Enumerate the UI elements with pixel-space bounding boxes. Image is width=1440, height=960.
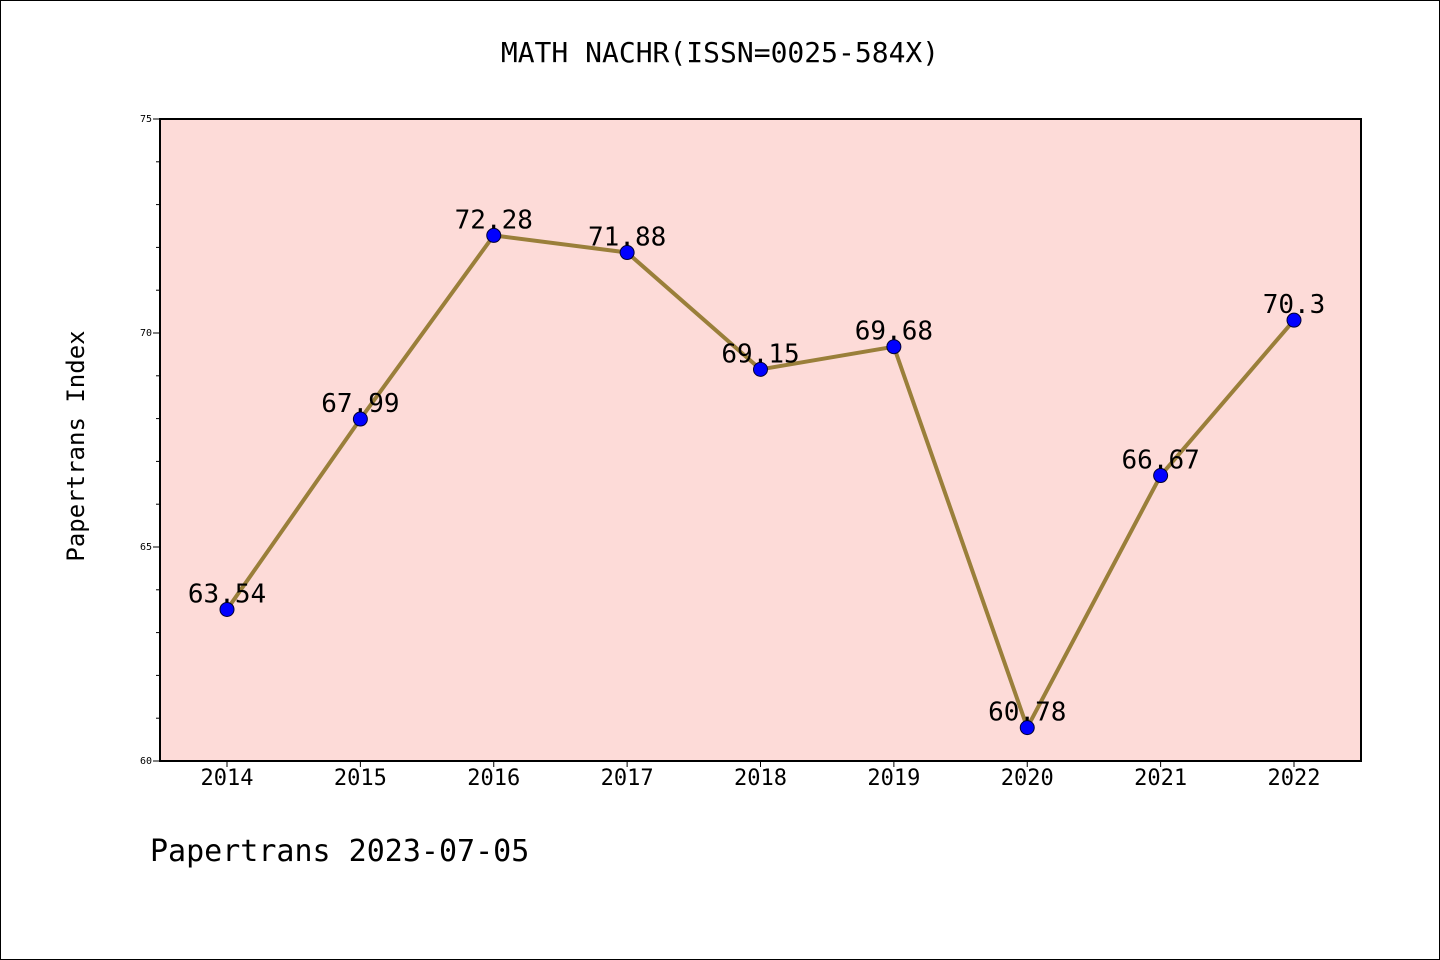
data-label: 69.68 [855,317,933,347]
chart-title: MATH NACHR(ISSN=0025-584X) [500,36,940,69]
y-tick-label: 75 [140,114,152,125]
plot-border [159,118,1362,762]
x-tick-label: 2019 [867,766,920,791]
data-point [619,245,635,261]
data-label: 69.15 [721,339,799,369]
data-point [486,227,502,243]
data-point [1153,468,1169,484]
data-label: 67.99 [321,389,399,419]
data-label: 72.28 [455,205,533,235]
x-tick-label: 2018 [734,766,787,791]
data-point [352,411,368,427]
x-tick-label: 2017 [601,766,654,791]
x-tick-label: 2014 [201,766,254,791]
data-label: 66.67 [1121,446,1199,476]
data-label: 70.3 [1263,290,1326,320]
y-tick-label: 70 [140,328,152,339]
plot-area [160,119,1361,761]
data-point [753,361,768,377]
x-tick-label: 2020 [1001,766,1054,791]
x-tick-label: 2016 [467,766,520,791]
data-label: 63.54 [188,579,266,609]
footer-note: Papertrans 2023-07-05 [150,834,530,869]
x-tick-label: 2015 [334,766,387,791]
x-tick-label: 2021 [1134,766,1187,791]
y-tick-label: 65 [140,542,152,553]
y-tick-label: 60 [140,756,152,767]
data-point [219,601,235,617]
x-tick-label: 2022 [1268,766,1321,791]
data-point [1019,720,1035,736]
data-point [886,339,902,355]
data-label: 60.78 [988,698,1066,728]
data-point [1286,312,1302,328]
data-label: 71.88 [588,223,666,253]
